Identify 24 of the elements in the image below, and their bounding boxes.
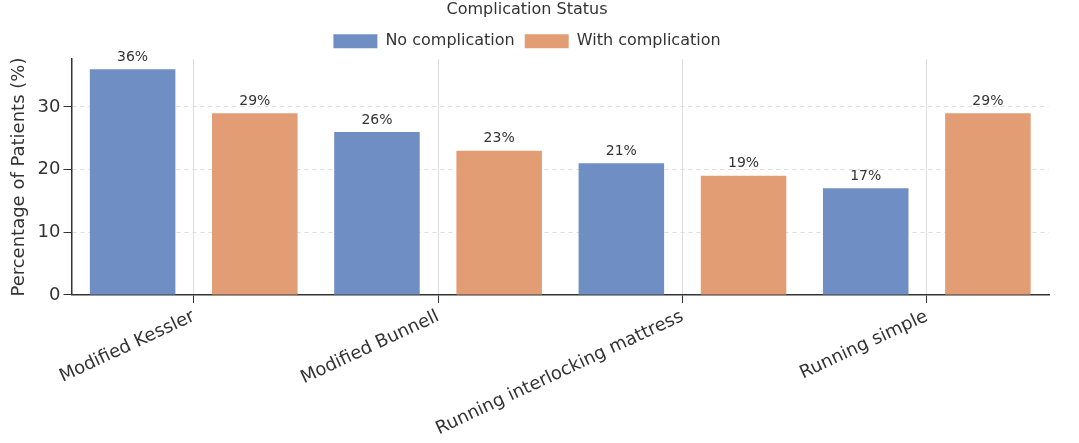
y-axis-title: Percentage of Patients (%) [7,57,29,297]
y-tick-label: 10 [37,219,61,241]
data-label: 19% [727,154,760,171]
data-label: 36% [117,47,149,64]
bar [212,113,298,295]
y-tick-label: 0 [49,282,61,304]
bar [89,69,176,295]
data-label: 29% [972,91,1004,108]
legend-label: With complication [576,30,721,50]
y-tick-label: 20 [37,157,61,179]
data-label: 23% [483,129,515,146]
legend-title: Complication Status [446,0,608,19]
bar [945,113,1031,295]
bar [334,131,420,295]
legend-label: No complication [385,30,515,50]
data-label: 17% [850,167,882,184]
data-label: 21% [605,141,637,158]
data-label: 26% [361,110,393,127]
bar [456,150,542,295]
bar [700,175,787,295]
bar [822,188,909,295]
bar [578,163,665,295]
data-label: 29% [239,91,271,108]
y-tick-label: 30 [37,94,61,116]
